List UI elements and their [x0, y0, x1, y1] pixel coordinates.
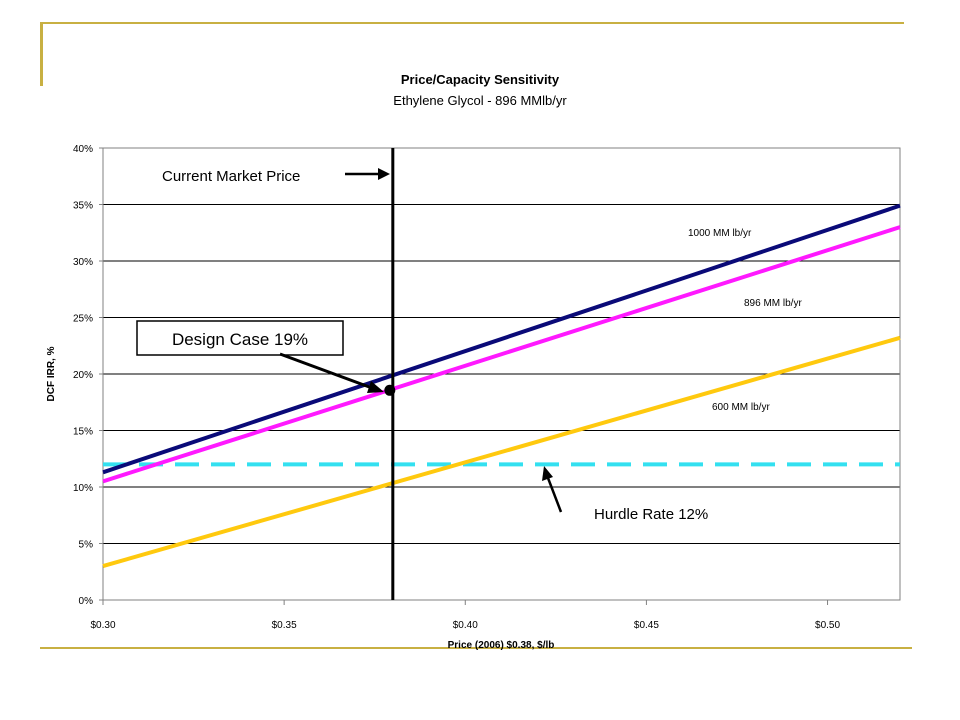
design-case-arrow [279, 352, 373, 390]
y-tick-label: 25% [73, 314, 93, 325]
series-label-600: 600 MM lb/yr [712, 402, 770, 413]
design-point-marker [384, 384, 396, 396]
design-case-label: Design Case 19% [172, 330, 308, 349]
series-label-1000: 1000 MM lb/yr [688, 228, 752, 239]
x-tick-label: $0.40 [453, 620, 478, 631]
y-tick-label: 20% [73, 370, 93, 381]
x-tick-label: $0.30 [90, 620, 115, 631]
design-case-box [136, 320, 344, 356]
y-tick-label: 0% [79, 596, 94, 607]
x-tick-label: $0.35 [272, 620, 297, 631]
series-line-0 [102, 203, 901, 475]
y-axis-label: DCF IRR, % [46, 346, 57, 401]
hurdle-rate-label: Hurdle Rate 12% [594, 506, 708, 523]
hurdle-rate-arrowhead [542, 466, 553, 481]
hurdle-rate-arrow [546, 477, 563, 513]
current-market-price-arrowhead [378, 168, 390, 180]
slide-decor-bottom-rule [40, 647, 912, 649]
chart-title: Price/Capacity Sensitivity [401, 72, 560, 87]
chart-subtitle: Ethylene Glycol - 896 MMlb/yr [393, 93, 567, 108]
current-market-price-label: Current Market Price [162, 168, 300, 185]
series-lines [102, 203, 901, 569]
x-tick-label: $0.50 [815, 620, 840, 631]
y-tick-label: 5% [79, 540, 94, 551]
x-tick-label: $0.45 [634, 620, 659, 631]
gridlines [103, 204, 900, 544]
y-axis-ticks: 0% 5% 10% 15% 20% 25% 30% 35% 40% [73, 144, 103, 607]
y-tick-label: 30% [73, 257, 93, 268]
y-tick-label: 35% [73, 201, 93, 212]
series-line-2 [102, 335, 901, 569]
x-axis-label: Price (2006) $0.38, $/lb [448, 640, 555, 651]
series-label-896: 896 MM lb/yr [744, 298, 802, 309]
y-tick-label: 40% [73, 144, 93, 155]
design-case-arrowhead [367, 381, 384, 393]
y-tick-label: 10% [73, 483, 93, 494]
slide-decor-vertical-bar [40, 22, 43, 86]
series-line-1 [102, 225, 901, 484]
slide-decor-top-rule [40, 22, 904, 24]
y-tick-label: 15% [73, 427, 93, 438]
x-axis-ticks: $0.30 $0.35 $0.40 $0.45 $0.50 [90, 600, 840, 631]
